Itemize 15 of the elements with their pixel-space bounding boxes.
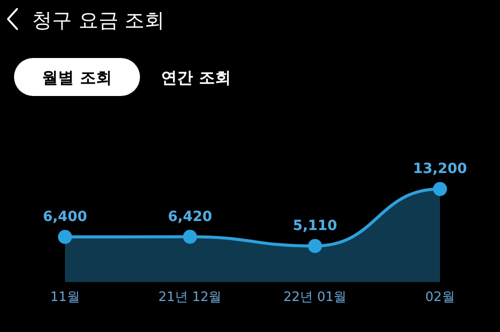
x-tick-label: 02월 <box>425 290 455 305</box>
x-tick-label: 11월 <box>50 290 80 305</box>
chart-title: 청구 요금 조회 <box>32 8 165 32</box>
text: 연간 조회 <box>161 68 231 87</box>
data-label: 5,110 <box>292 218 338 234</box>
point <box>183 230 197 244</box>
data-label: 6,400 <box>42 208 88 225</box>
point <box>308 239 322 253</box>
text: 월별 조회 <box>42 68 112 87</box>
x-tick-label: 22년 01월 <box>283 290 347 305</box>
data-label: 13,200 <box>412 161 468 177</box>
point <box>58 230 72 244</box>
point <box>433 182 447 196</box>
x-tick-label: 21년 12월 <box>158 290 222 305</box>
data-label: 6,420 <box>168 208 212 225</box>
